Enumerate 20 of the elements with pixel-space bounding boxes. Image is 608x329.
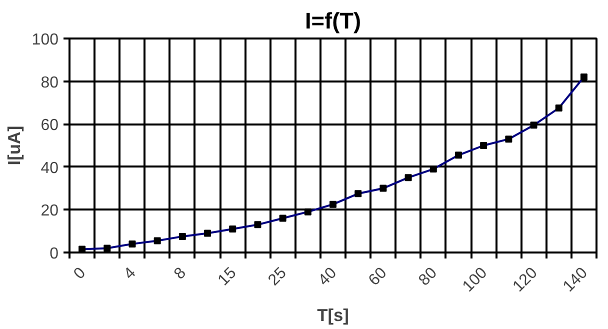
- x-tick-label: 140: [560, 264, 592, 296]
- x-tick-label: 120: [510, 264, 541, 296]
- y-tick-label: 80: [40, 74, 59, 92]
- chart-title: I=f(T): [305, 8, 361, 34]
- x-tick-label: 40: [315, 264, 340, 290]
- x-tick-label: 4: [120, 264, 140, 283]
- y-axis-title: I[uA]: [4, 126, 24, 166]
- y-tick-label: 40: [40, 160, 59, 177]
- x-tick-label: 0: [70, 264, 90, 283]
- y-tick-label: 60: [40, 117, 59, 134]
- x-tick-label: 100: [460, 264, 491, 296]
- x-tick-label: 80: [416, 264, 441, 290]
- x-tick-label: 15: [215, 264, 240, 290]
- y-tick-label: 100: [32, 32, 59, 48]
- x-axis-title: T[s]: [317, 304, 349, 325]
- x-tick-label: 8: [171, 264, 190, 283]
- x-tick-label: 25: [265, 264, 290, 290]
- y-tick-label: 20: [40, 202, 59, 220]
- y-tick-label: 0: [50, 246, 59, 262]
- x-tick-label: 60: [366, 264, 390, 290]
